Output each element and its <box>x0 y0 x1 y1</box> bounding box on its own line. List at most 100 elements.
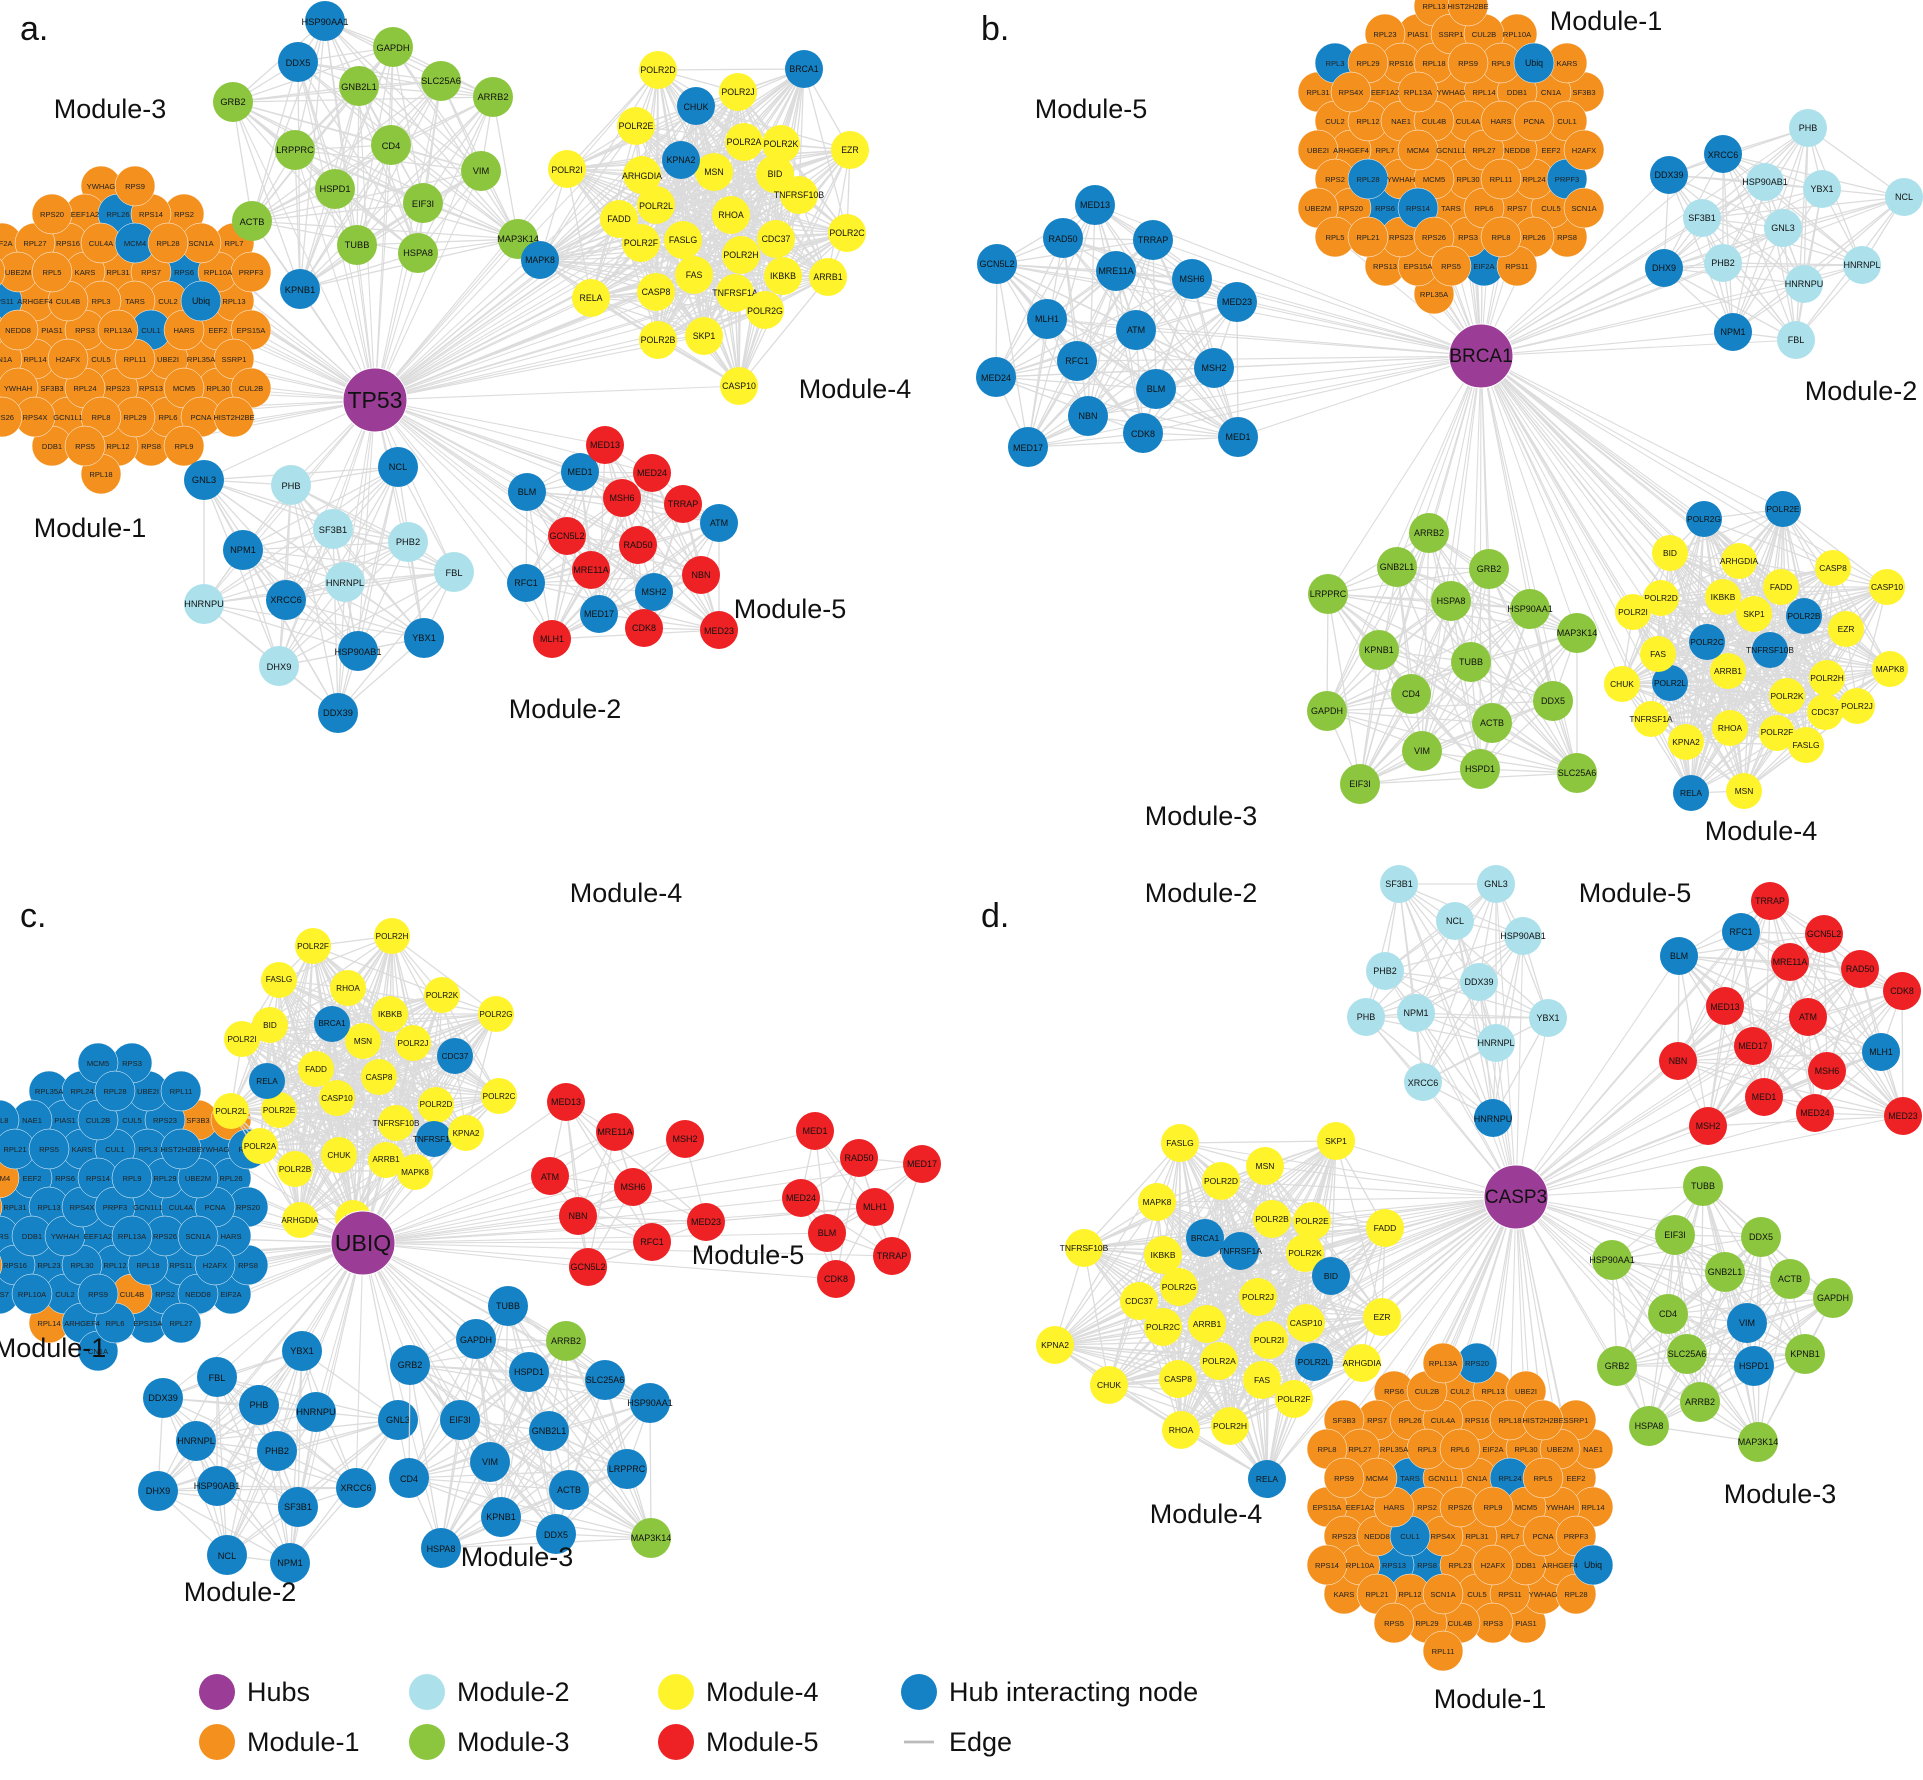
svg-text:CASP10: CASP10 <box>1871 582 1903 592</box>
svg-text:KARS: KARS <box>1334 1590 1355 1599</box>
svg-text:PHB2: PHB2 <box>265 1446 289 1456</box>
svg-text:POLR2F: POLR2F <box>624 238 659 248</box>
svg-text:ARRB1: ARRB1 <box>1714 666 1742 676</box>
svg-text:Module-5: Module-5 <box>1035 94 1148 124</box>
svg-text:BLM: BLM <box>1147 384 1166 394</box>
svg-text:LRPPRC: LRPPRC <box>1310 589 1347 599</box>
svg-text:HSPD1: HSPD1 <box>319 184 350 194</box>
svg-text:POLR2F: POLR2F <box>1761 727 1794 737</box>
svg-text:RPL13A: RPL13A <box>104 326 133 335</box>
svg-text:EZR: EZR <box>841 145 859 155</box>
svg-text:PHB: PHB <box>1799 123 1818 133</box>
svg-text:Ubiq: Ubiq <box>1525 58 1543 68</box>
svg-text:POLR2K: POLR2K <box>1288 1248 1322 1258</box>
svg-text:VIM: VIM <box>473 166 490 176</box>
svg-text:RPS16: RPS16 <box>1389 59 1413 68</box>
svg-text:SSRP1: SSRP1 <box>1439 30 1464 39</box>
svg-text:POLR2C: POLR2C <box>483 1092 516 1101</box>
svg-text:HARS: HARS <box>173 326 194 335</box>
svg-text:RPS4X: RPS4X <box>70 1203 95 1212</box>
svg-text:NPM1: NPM1 <box>277 1558 303 1568</box>
svg-text:RPS16: RPS16 <box>3 1261 27 1270</box>
svg-text:RPS5: RPS5 <box>75 442 95 451</box>
svg-text:POLR2A: POLR2A <box>244 1142 277 1151</box>
svg-text:RPS8: RPS8 <box>238 1261 258 1270</box>
svg-text:MSN: MSN <box>354 1037 372 1046</box>
svg-text:UBE2I: UBE2I <box>157 355 179 364</box>
svg-text:POLR2C: POLR2C <box>1146 1322 1180 1332</box>
svg-text:MED17: MED17 <box>584 609 614 619</box>
svg-text:XRCC6: XRCC6 <box>1408 1078 1439 1088</box>
svg-text:YWHAH: YWHAH <box>4 384 32 393</box>
svg-text:HARS: HARS <box>220 1232 241 1241</box>
svg-text:UBE2M: UBE2M <box>1547 1445 1573 1454</box>
svg-text:DDX39: DDX39 <box>323 708 353 718</box>
svg-text:RPL24: RPL24 <box>70 1087 93 1096</box>
svg-text:ARHGDIA: ARHGDIA <box>1720 556 1759 566</box>
svg-text:MRE11A: MRE11A <box>597 1127 632 1137</box>
svg-text:RPL14: RPL14 <box>1472 88 1495 97</box>
svg-text:PCNA: PCNA <box>1523 117 1545 126</box>
svg-text:TARS: TARS <box>1400 1474 1420 1483</box>
svg-text:TRRAP: TRRAP <box>668 499 699 509</box>
svg-text:CASP10: CASP10 <box>722 381 756 391</box>
svg-text:HIST2H2BE: HIST2H2BE <box>160 1145 201 1154</box>
svg-text:POLR2D: POLR2D <box>640 65 675 75</box>
svg-text:TUBB: TUBB <box>345 240 370 250</box>
svg-text:SF3B3: SF3B3 <box>186 1116 209 1125</box>
svg-text:MED1: MED1 <box>1225 432 1250 442</box>
svg-text:KPNA2: KPNA2 <box>453 1129 480 1138</box>
svg-text:MED23: MED23 <box>691 1217 721 1227</box>
svg-text:MED17: MED17 <box>1738 1041 1767 1051</box>
svg-text:RPS13: RPS13 <box>1382 1561 1406 1570</box>
svg-text:RPS6: RPS6 <box>1375 204 1395 213</box>
svg-text:ACTB: ACTB <box>1778 1274 1802 1284</box>
svg-text:MED17: MED17 <box>1013 443 1043 453</box>
svg-text:RPL6: RPL6 <box>1475 204 1494 213</box>
svg-text:RPL28: RPL28 <box>156 239 179 248</box>
svg-text:UBE2I: UBE2I <box>1515 1387 1537 1396</box>
svg-text:RPL26: RPL26 <box>1522 233 1545 242</box>
svg-text:CASP8: CASP8 <box>1164 1374 1192 1384</box>
svg-text:SSRP1: SSRP1 <box>1564 1416 1589 1425</box>
svg-text:RPL29: RPL29 <box>153 1174 176 1183</box>
svg-text:MRE11A: MRE11A <box>1773 957 1808 967</box>
svg-text:DDB1: DDB1 <box>22 1232 42 1241</box>
svg-text:CDK8: CDK8 <box>1890 986 1914 996</box>
svg-text:HSPD1: HSPD1 <box>1739 1361 1769 1371</box>
svg-text:CUL4B: CUL4B <box>120 1290 144 1299</box>
svg-text:RPL29: RPL29 <box>123 413 146 422</box>
svg-text:RPS7: RPS7 <box>1367 1416 1387 1425</box>
svg-text:VIM: VIM <box>482 1457 498 1467</box>
svg-text:PHB: PHB <box>1357 1012 1376 1022</box>
svg-text:EEF1A2: EEF1A2 <box>71 210 99 219</box>
svg-text:RPS4X: RPS4X <box>1431 1532 1456 1541</box>
svg-text:CDC37: CDC37 <box>1125 1296 1153 1306</box>
svg-text:YWHAG: YWHAG <box>87 182 116 191</box>
svg-text:EEF1A2: EEF1A2 <box>1371 88 1399 97</box>
svg-text:LRPPRC: LRPPRC <box>609 1464 646 1474</box>
svg-text:RPL31: RPL31 <box>3 1203 26 1212</box>
svg-text:RPL13: RPL13 <box>37 1203 60 1212</box>
svg-text:RPL5: RPL5 <box>1326 233 1345 242</box>
svg-text:MCM5: MCM5 <box>173 384 195 393</box>
svg-text:RPS3: RPS3 <box>1458 233 1478 242</box>
svg-text:RPS5: RPS5 <box>39 1145 59 1154</box>
svg-text:MRE11A: MRE11A <box>1098 266 1133 276</box>
svg-text:PIAS1: PIAS1 <box>1515 1619 1537 1628</box>
svg-text:DDX39: DDX39 <box>1464 977 1493 987</box>
svg-text:RPL18: RPL18 <box>1498 1416 1521 1425</box>
svg-text:RHOA: RHOA <box>336 984 360 993</box>
svg-text:HSPD1: HSPD1 <box>514 1367 544 1377</box>
svg-text:BID: BID <box>263 1021 277 1030</box>
svg-text:ATM: ATM <box>541 1172 559 1182</box>
svg-text:HARS: HARS <box>1490 117 1511 126</box>
svg-text:KPNA2: KPNA2 <box>1041 1340 1069 1350</box>
svg-text:RPL35A: RPL35A <box>1380 1445 1409 1454</box>
svg-text:CUL1: CUL1 <box>1557 117 1576 126</box>
svg-text:POLR2I: POLR2I <box>227 1035 256 1044</box>
svg-text:Module-3: Module-3 <box>54 94 167 124</box>
svg-text:GCN1L1: GCN1L1 <box>1436 146 1466 155</box>
svg-text:RHOA: RHOA <box>718 210 744 220</box>
svg-text:POLR2J: POLR2J <box>1841 701 1873 711</box>
